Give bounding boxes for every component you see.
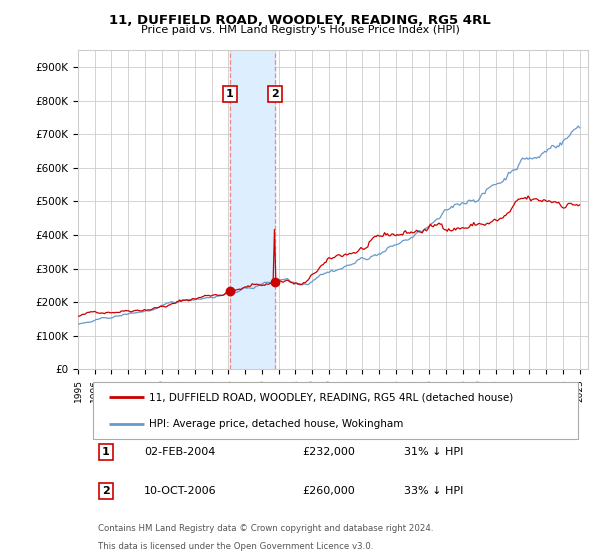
Text: 02-FEB-2004: 02-FEB-2004 [145, 447, 215, 457]
Text: £260,000: £260,000 [302, 487, 355, 496]
Text: 31% ↓ HPI: 31% ↓ HPI [404, 447, 464, 457]
Text: 2: 2 [102, 487, 110, 496]
Text: £232,000: £232,000 [302, 447, 355, 457]
Text: 11, DUFFIELD ROAD, WOODLEY, READING, RG5 4RL (detached house): 11, DUFFIELD ROAD, WOODLEY, READING, RG5… [149, 392, 514, 402]
Text: 2: 2 [271, 89, 279, 99]
Text: Contains HM Land Registry data © Crown copyright and database right 2024.: Contains HM Land Registry data © Crown c… [98, 524, 434, 533]
Text: HPI: Average price, detached house, Wokingham: HPI: Average price, detached house, Woki… [149, 419, 404, 429]
Text: This data is licensed under the Open Government Licence v3.0.: This data is licensed under the Open Gov… [98, 542, 374, 550]
Text: 1: 1 [226, 89, 234, 99]
Bar [230, 50, 275, 370]
Text: 10-OCT-2006: 10-OCT-2006 [145, 487, 217, 496]
Text: Price paid vs. HM Land Registry's House Price Index (HPI): Price paid vs. HM Land Registry's House … [140, 25, 460, 35]
Text: 33% ↓ HPI: 33% ↓ HPI [404, 487, 464, 496]
Text: 1: 1 [102, 447, 110, 457]
FancyBboxPatch shape [94, 382, 578, 440]
Text: 11, DUFFIELD ROAD, WOODLEY, READING, RG5 4RL: 11, DUFFIELD ROAD, WOODLEY, READING, RG5… [109, 14, 491, 27]
